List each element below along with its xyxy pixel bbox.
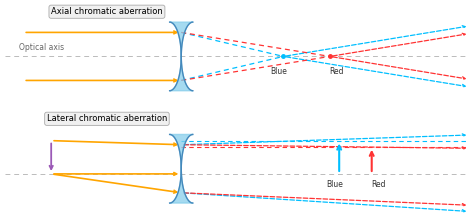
Text: Blue: Blue	[270, 67, 287, 76]
Polygon shape	[170, 135, 193, 203]
Text: Lateral chromatic aberration: Lateral chromatic aberration	[47, 114, 167, 123]
Text: Red: Red	[329, 67, 344, 76]
Text: Optical axis: Optical axis	[18, 43, 64, 52]
Text: Red: Red	[372, 180, 386, 189]
Text: Axial chromatic aberration: Axial chromatic aberration	[51, 7, 163, 16]
Polygon shape	[170, 22, 193, 91]
Text: Blue: Blue	[326, 180, 343, 189]
